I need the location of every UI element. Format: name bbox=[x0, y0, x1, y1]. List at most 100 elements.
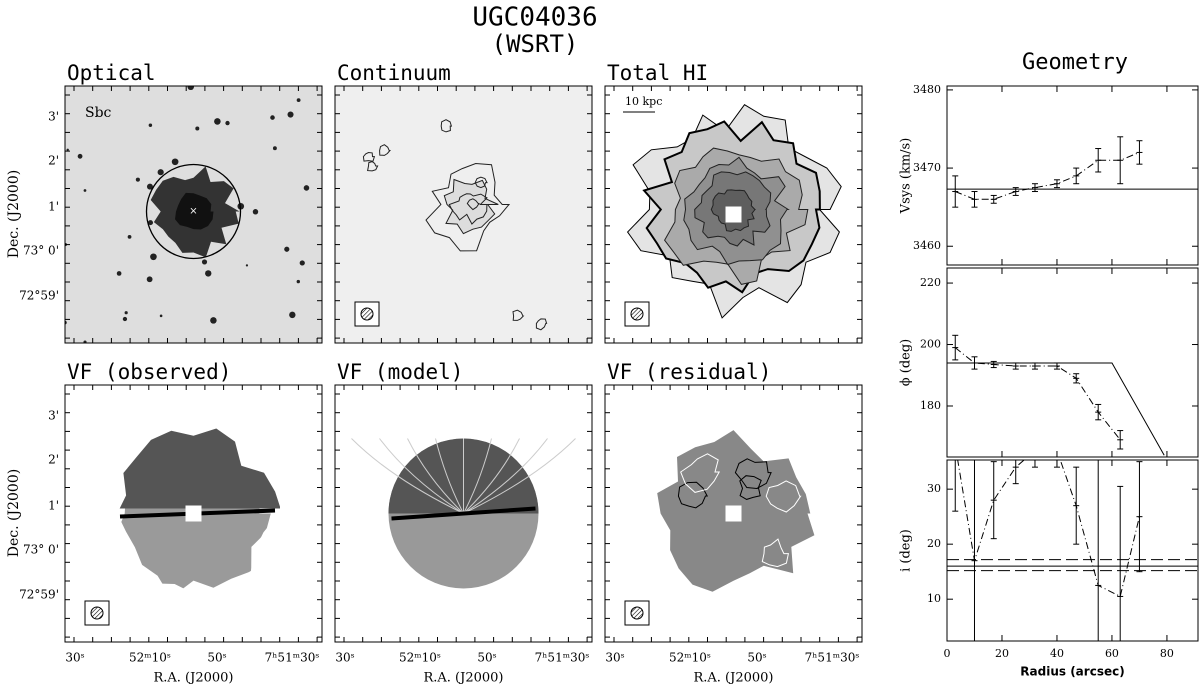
ra-tick-label: 50ˢ bbox=[207, 651, 226, 665]
star bbox=[148, 123, 153, 127]
iso-velocity bbox=[463, 438, 576, 514]
beam-box bbox=[354, 301, 380, 327]
panel-frame bbox=[334, 384, 593, 643]
residual-contour bbox=[765, 480, 802, 513]
dec-tick-label: 1' bbox=[48, 499, 59, 513]
image-panel: × bbox=[65, 86, 322, 343]
plot-frame bbox=[946, 85, 1199, 266]
star bbox=[214, 118, 221, 125]
panel-title: VF (observed) bbox=[67, 360, 231, 384]
dec-tick-label: 2' bbox=[48, 154, 59, 168]
x-tick-label: 20 bbox=[995, 647, 1009, 660]
plot-frame bbox=[946, 267, 1199, 458]
star bbox=[210, 317, 217, 324]
dec-tick-label: 72°59' bbox=[19, 289, 59, 303]
center-mark: × bbox=[189, 206, 197, 217]
x-tick-label: 40 bbox=[1050, 647, 1064, 660]
beam bbox=[360, 307, 374, 321]
iso-velocity bbox=[463, 438, 520, 514]
dec-tick-label: 73° 0' bbox=[23, 244, 59, 258]
star bbox=[225, 120, 230, 126]
panel-center-hole bbox=[725, 505, 742, 522]
star bbox=[127, 234, 132, 239]
star bbox=[296, 279, 300, 284]
contour bbox=[443, 178, 499, 235]
panel-frame bbox=[64, 384, 323, 643]
noise-contour bbox=[474, 176, 488, 189]
ra-axis-label: R.A. (J2000) bbox=[693, 671, 773, 686]
ra-tick-label: 50ˢ bbox=[477, 651, 496, 665]
y-tick-label: 3480 bbox=[913, 83, 941, 96]
ra-tick-label: 7ʰ51ᵐ30ˢ bbox=[535, 651, 590, 665]
series-line bbox=[955, 151, 1140, 200]
ra-axis-label: R.A. (J2000) bbox=[153, 671, 233, 686]
y-axis-label: Vsys (km/s) bbox=[899, 138, 914, 215]
noise-contour bbox=[466, 198, 480, 211]
y-tick-label: 200 bbox=[920, 338, 941, 351]
x-axis-label: Radius (arcsec) bbox=[1020, 665, 1124, 679]
morph-type: Sbc bbox=[85, 105, 112, 121]
plot-area bbox=[947, 334, 1165, 456]
star bbox=[303, 185, 310, 191]
noise-contour bbox=[367, 161, 379, 172]
star bbox=[150, 253, 157, 261]
panel-title: Total HI bbox=[607, 61, 708, 85]
panel-frame bbox=[64, 85, 323, 344]
kinematic-axis bbox=[391, 506, 536, 521]
image-panel bbox=[335, 385, 592, 642]
y-tick-label: 10 bbox=[927, 592, 941, 605]
dec-tick-label: 3' bbox=[48, 110, 59, 124]
star bbox=[245, 264, 249, 267]
star bbox=[270, 115, 275, 120]
beam bbox=[630, 307, 644, 321]
star bbox=[124, 311, 128, 315]
star bbox=[122, 316, 128, 322]
dec-tick-label: 3' bbox=[48, 409, 59, 423]
star bbox=[187, 86, 195, 91]
ra-axis-label: R.A. (J2000) bbox=[423, 671, 503, 686]
y-tick-label: 180 bbox=[920, 399, 941, 412]
x-tick-label: 80 bbox=[1160, 647, 1174, 660]
aperture bbox=[145, 163, 242, 260]
dec-tick-label: 2' bbox=[48, 453, 59, 467]
ra-tick-label: 30ˢ bbox=[335, 651, 354, 665]
dec-tick-label: 1' bbox=[48, 200, 59, 214]
iso-velocity bbox=[379, 438, 464, 514]
x-tick-label: 60 bbox=[1105, 647, 1119, 660]
panel-title: VF (model) bbox=[337, 360, 463, 384]
noise-contour bbox=[440, 119, 453, 133]
contour bbox=[448, 193, 488, 225]
noise-contour bbox=[512, 309, 525, 321]
star bbox=[83, 189, 87, 192]
star bbox=[284, 246, 290, 252]
x-tick-label: 0 bbox=[944, 647, 951, 660]
star bbox=[116, 271, 122, 276]
iso-velocity bbox=[435, 438, 464, 514]
galaxy-core bbox=[175, 192, 214, 230]
star bbox=[77, 153, 83, 159]
iso-velocity bbox=[407, 438, 464, 514]
star bbox=[147, 220, 154, 226]
ra-tick-label: 52ᵐ10ˢ bbox=[669, 651, 711, 665]
y-axis-label: i (deg) bbox=[899, 529, 914, 572]
star bbox=[171, 158, 179, 166]
figure-subtitle: (WSRT) bbox=[492, 30, 579, 58]
noise-contour bbox=[379, 144, 391, 156]
star bbox=[299, 260, 305, 266]
star bbox=[205, 270, 212, 277]
ra-tick-label: 7ʰ51ᵐ30ˢ bbox=[265, 651, 320, 665]
star bbox=[195, 126, 200, 131]
ra-tick-label: 7ʰ51ᵐ30ˢ bbox=[805, 651, 860, 665]
y-tick-label: 3470 bbox=[913, 161, 941, 174]
star bbox=[157, 169, 164, 176]
plot-frame bbox=[946, 459, 1199, 642]
residual-contour bbox=[761, 538, 790, 568]
iso-velocity bbox=[463, 438, 492, 514]
star bbox=[135, 177, 140, 182]
star bbox=[289, 311, 296, 319]
panel-title: Optical bbox=[67, 61, 156, 85]
ra-tick-label: 30ˢ bbox=[65, 651, 84, 665]
panel-title: Continuum bbox=[337, 61, 451, 85]
panel-center-hole bbox=[725, 206, 742, 223]
plot-area bbox=[947, 460, 1198, 641]
